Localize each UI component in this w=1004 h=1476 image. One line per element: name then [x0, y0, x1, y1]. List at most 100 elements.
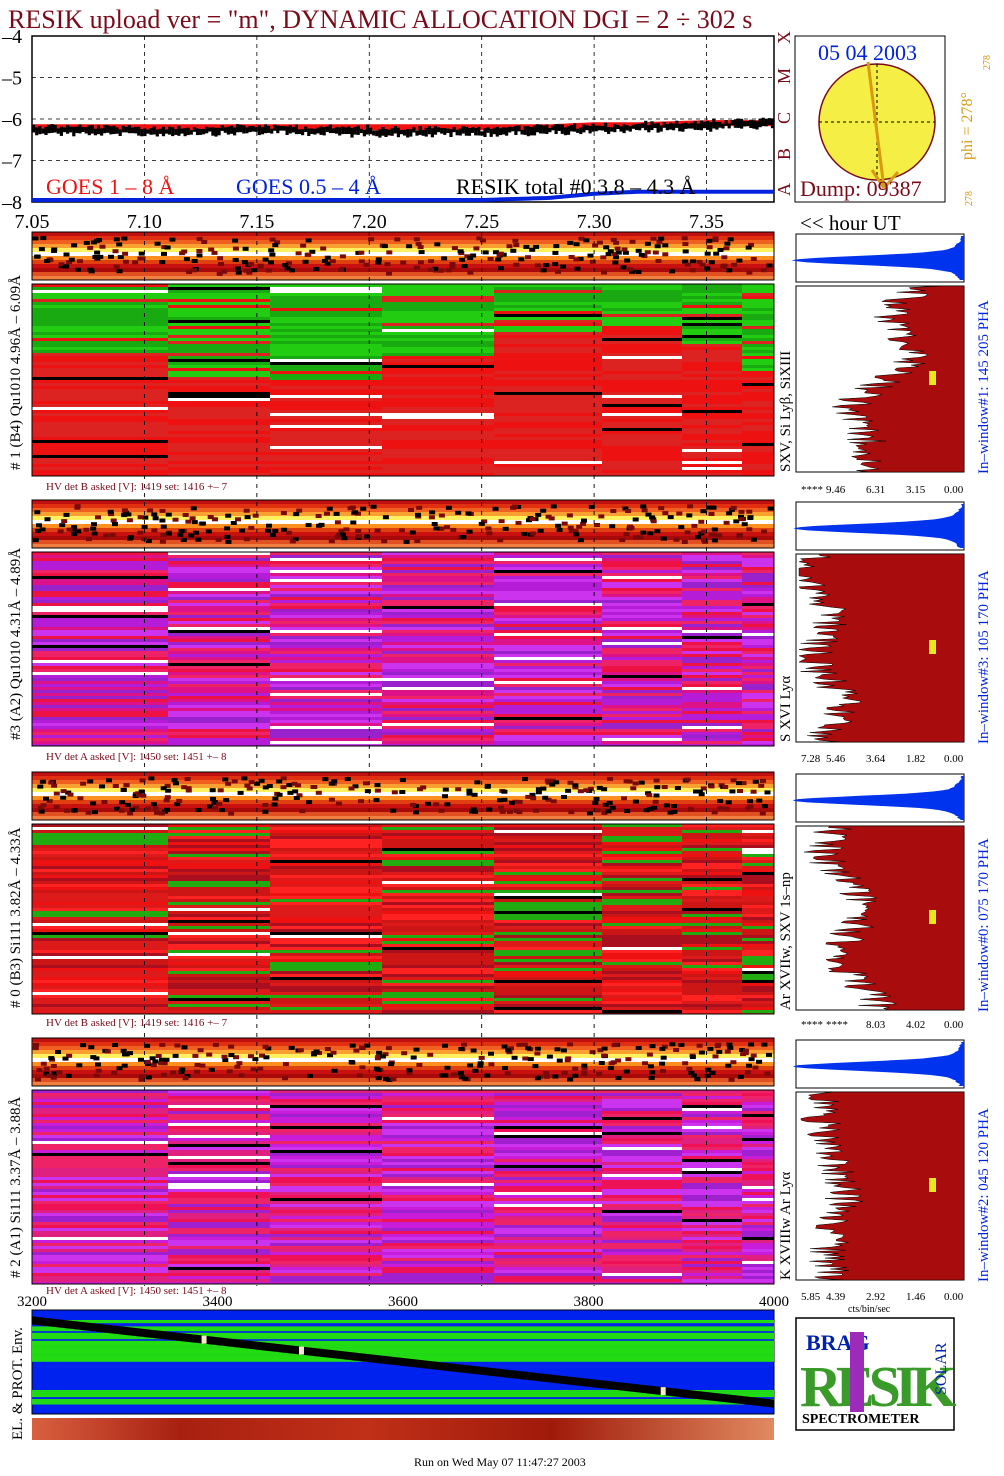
heat-strip-speck — [589, 259, 596, 264]
spectrogram-row — [682, 1114, 742, 1118]
heat-strip-speck — [694, 1076, 701, 1081]
spectrogram-row — [382, 920, 494, 924]
spectrogram-row — [270, 570, 382, 574]
spectrogram-row — [602, 1010, 682, 1014]
spectrogram-row — [494, 323, 602, 327]
spectrogram-row — [168, 929, 270, 933]
spectrogram-row — [270, 341, 382, 345]
sun-arrow-head-right — [882, 171, 900, 189]
spectrogram-row — [168, 657, 270, 661]
spectrogram-row — [682, 851, 742, 855]
heat-strip-speck — [567, 240, 574, 245]
spectrogram-row — [494, 1138, 602, 1142]
spectrogram-row — [270, 561, 382, 565]
heat-strip-speck — [406, 244, 413, 249]
spectrogram-row — [270, 836, 382, 840]
spectrogram-row — [168, 293, 270, 297]
spectrogram-row — [602, 983, 682, 987]
spectrogram-row — [682, 284, 742, 288]
spectrogram-row — [270, 917, 382, 921]
env-green-row — [32, 1402, 774, 1405]
heat-strip-speck — [93, 1056, 100, 1061]
spectrogram-row — [602, 956, 682, 960]
resik-total-point — [653, 123, 657, 128]
heat-strip-speck — [444, 802, 451, 807]
spectrogram-row — [270, 983, 382, 987]
spectrogram-row — [494, 714, 602, 718]
heat-strip-speck — [548, 516, 555, 521]
spectrogram-row — [682, 738, 742, 742]
env-green-row — [32, 1332, 774, 1335]
spectrogram-row — [602, 935, 682, 939]
heat-strip-frame — [31, 1037, 775, 1087]
spectrogram-row — [32, 1105, 168, 1109]
heat-strip-speck — [663, 803, 670, 808]
spectrogram-row — [682, 723, 742, 727]
spectrogram-row — [742, 353, 774, 357]
spectrogram-row — [682, 914, 742, 918]
heat-strip-speck — [358, 259, 365, 264]
spectrogram-row — [270, 1168, 382, 1172]
resik-total-point — [560, 124, 564, 134]
spectrogram-row — [382, 639, 494, 643]
spectrogram-row — [382, 962, 494, 966]
spectrogram-row — [168, 717, 270, 721]
spectrogram-row — [682, 1192, 742, 1196]
spectrogram-row — [682, 1180, 742, 1184]
spectrogram-row — [382, 866, 494, 870]
heat-strip-speck — [129, 807, 135, 812]
spectrogram-row — [682, 449, 742, 453]
spectrogram-row — [382, 558, 494, 562]
resik-total-point — [517, 125, 521, 132]
heat-strip-speck — [764, 1071, 771, 1076]
spectrogram-row — [742, 1279, 774, 1283]
spectrogram-row — [494, 356, 602, 360]
spectrogram-row — [682, 968, 742, 972]
spectrogram-row — [494, 923, 602, 927]
spectrogram-row — [602, 1222, 682, 1226]
spectrogram-row — [270, 1129, 382, 1133]
spectrogram-row — [382, 857, 494, 861]
resik-total-point — [56, 128, 60, 134]
heat-strip-speck — [486, 807, 493, 812]
heat-strip-speck — [185, 519, 192, 524]
heat-strip-speck — [144, 1043, 151, 1048]
heat-strip-speck — [650, 236, 657, 241]
heat-strip-speck — [725, 800, 732, 805]
spectrogram-row — [494, 1165, 602, 1169]
heat-strip-speck — [648, 1075, 655, 1080]
spectrogram-row — [270, 612, 382, 616]
spectrogram-row — [168, 299, 270, 303]
resik-total-point — [245, 127, 249, 134]
heat-strip-speck — [660, 1069, 666, 1074]
spectrogram-row — [382, 917, 494, 921]
resik-total-point — [384, 129, 388, 137]
heat-strip-speck — [661, 785, 668, 789]
heat-strip-speck — [339, 254, 346, 259]
spectrogram-row — [742, 914, 774, 918]
spectrogram-row — [602, 302, 682, 306]
heat-strip-speck — [545, 514, 552, 519]
spectrogram-row — [168, 555, 270, 559]
spectrogram-row — [168, 977, 270, 981]
resik-total-point — [498, 128, 502, 136]
spectrogram-row — [168, 636, 270, 640]
spectrogram-row — [168, 681, 270, 685]
resik-total-point — [709, 122, 713, 132]
spectrogram-row — [682, 416, 742, 420]
spectrogram-row — [382, 1144, 494, 1148]
spectrogram-row — [742, 863, 774, 867]
heat-strip-row — [32, 544, 774, 549]
spectrogram-row — [682, 1090, 742, 1094]
resik-logo: BRAG RESIK SOLAR SPECTROMETER — [795, 1317, 962, 1431]
spectrogram-row — [602, 1168, 682, 1172]
heat-strip-row — [32, 536, 774, 541]
spectrogram-row — [168, 1204, 270, 1208]
heat-strip-speck — [191, 259, 198, 263]
spectrogram-row — [494, 1093, 602, 1097]
spectrogram-row — [602, 467, 682, 471]
spectrogram-row — [742, 335, 774, 339]
spectrogram-row — [682, 308, 742, 312]
spectrogram-row — [382, 398, 494, 402]
heat-strip-speck — [767, 506, 774, 511]
